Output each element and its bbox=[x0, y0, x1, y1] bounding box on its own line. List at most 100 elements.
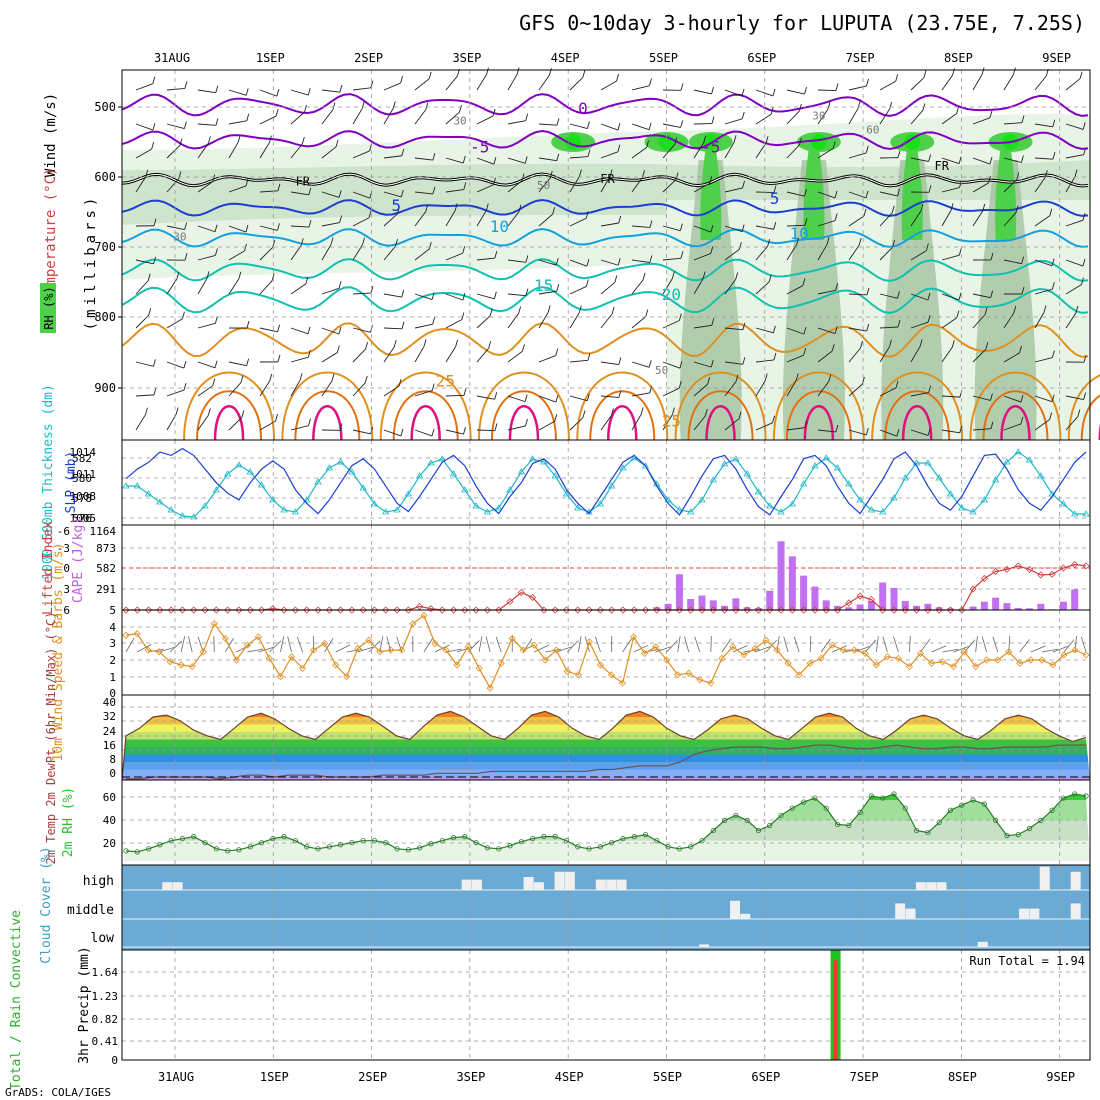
lifted-tick-label: 0 bbox=[63, 562, 70, 575]
wind-barb bbox=[228, 250, 245, 261]
wind-barb-tick bbox=[828, 374, 832, 382]
wind-barb-tick bbox=[710, 360, 714, 368]
wind-barb-tick bbox=[764, 373, 768, 381]
thickness-line-point bbox=[472, 502, 480, 509]
wind-barb bbox=[1003, 157, 1022, 163]
surface-wind-barb bbox=[169, 640, 183, 653]
wind-barb bbox=[538, 259, 557, 266]
cape-bar bbox=[946, 608, 954, 610]
thickness-line-point bbox=[596, 500, 605, 507]
wind-barb-tick bbox=[237, 135, 241, 143]
bottom-date-label: 31AUG bbox=[158, 1070, 194, 1084]
surface-wind-barb bbox=[981, 636, 988, 653]
surface-wind-barb bbox=[180, 636, 186, 653]
wind-barb-tick bbox=[304, 105, 307, 113]
thickness-line-point bbox=[370, 500, 379, 507]
lifted-index-line-point bbox=[257, 606, 266, 614]
wind-barb-tick bbox=[738, 411, 742, 419]
wind-barb bbox=[600, 259, 619, 266]
rh-legend-swatch bbox=[40, 283, 56, 333]
wind-barb bbox=[383, 346, 395, 363]
wind-barb bbox=[259, 280, 273, 295]
wind-barb-tick bbox=[463, 388, 467, 396]
wind-barb bbox=[259, 327, 278, 333]
surface-wind-barb bbox=[793, 636, 800, 653]
wind-barb-tick bbox=[493, 291, 497, 299]
cloud-bar-high bbox=[554, 871, 565, 890]
wind-barb bbox=[259, 142, 270, 159]
wind-barb bbox=[290, 327, 309, 335]
thickness-tick-label: 580 bbox=[72, 472, 92, 485]
wind-barb-tick bbox=[586, 393, 590, 401]
wind-speed-line-point bbox=[199, 648, 207, 656]
lifted-index-line-point bbox=[901, 606, 909, 614]
wind-barb-tick bbox=[332, 102, 336, 110]
wind-speed-line-point bbox=[828, 641, 836, 649]
cape-bar bbox=[653, 607, 661, 610]
wind-barb-tick bbox=[212, 378, 216, 386]
wind-panel-frame bbox=[121, 609, 1091, 696]
lifted-index-line-point bbox=[540, 606, 548, 614]
wind-barb bbox=[569, 77, 584, 91]
cape-bar bbox=[1059, 601, 1067, 610]
rh-line-point bbox=[1049, 807, 1055, 813]
wind-barb bbox=[290, 425, 309, 431]
wind-barb bbox=[1065, 123, 1084, 130]
wind-speed-line-point bbox=[685, 669, 693, 677]
pressure-tick-label: 600 bbox=[94, 170, 116, 184]
wind-barb-tick bbox=[425, 204, 429, 212]
surface-wind-barb bbox=[882, 636, 888, 653]
wind-barb bbox=[600, 80, 617, 91]
wind-barb-tick bbox=[556, 153, 560, 161]
wind-barb-tick bbox=[336, 345, 340, 353]
lifted-index-line-point bbox=[303, 606, 311, 614]
wind-speed-line-point bbox=[144, 646, 152, 654]
wind-barb-tick bbox=[525, 418, 528, 427]
rh-plume-core bbox=[803, 140, 825, 240]
wind-barb bbox=[786, 354, 804, 363]
wind-barb-tick bbox=[454, 203, 458, 211]
wind-barb bbox=[631, 225, 650, 228]
temp-band bbox=[122, 762, 1090, 770]
rh-line-point bbox=[1060, 795, 1067, 801]
wind-speed-line-point bbox=[1038, 656, 1046, 664]
wind-barb-tick bbox=[339, 215, 343, 223]
thickness-line-point bbox=[935, 474, 943, 481]
wind-barb bbox=[445, 429, 464, 435]
temp-bubble-35 bbox=[410, 405, 441, 441]
wind-speed-line-point bbox=[133, 630, 141, 638]
wind-speed-line-point bbox=[596, 661, 605, 669]
thickness-line-point bbox=[664, 496, 672, 503]
wind-barb-tick bbox=[927, 428, 931, 436]
wind-speed-line-point bbox=[431, 639, 439, 648]
surface-wind-barb bbox=[357, 646, 374, 653]
wind-barb-tick bbox=[400, 189, 404, 198]
wind-barb-tick bbox=[459, 104, 462, 113]
wind-barb-tick bbox=[245, 88, 249, 96]
wind-barb bbox=[693, 182, 710, 193]
wind-barb bbox=[941, 346, 953, 363]
wind-barb bbox=[724, 279, 736, 295]
thickness-line-point bbox=[833, 464, 842, 471]
lifted-index-line-point bbox=[913, 606, 921, 614]
wind-barb bbox=[414, 390, 433, 397]
temp-bubble-35 bbox=[213, 405, 245, 441]
lifted-index-line-point bbox=[822, 606, 830, 614]
wind-barb-tick bbox=[153, 359, 156, 367]
wind-barb-tick bbox=[618, 215, 622, 224]
wind-barb-tick bbox=[301, 136, 305, 145]
thickness-line-point bbox=[980, 496, 989, 503]
wind-barb-tick bbox=[865, 190, 869, 199]
wind-barb-tick bbox=[522, 344, 525, 352]
wind-barb-tick bbox=[989, 156, 993, 165]
surface-wind-barb bbox=[776, 636, 780, 653]
rh-line-point bbox=[947, 807, 954, 813]
wind-barb-tick bbox=[400, 75, 404, 84]
wind-barb-tick bbox=[645, 309, 649, 317]
rh-line-point bbox=[801, 799, 807, 805]
wind-barb bbox=[414, 346, 425, 363]
wind-speed-line-point bbox=[563, 667, 571, 676]
cloud-level-label: low bbox=[91, 931, 115, 946]
surface-wind-barb bbox=[1074, 636, 1077, 653]
wind-barb-tick bbox=[432, 186, 436, 195]
